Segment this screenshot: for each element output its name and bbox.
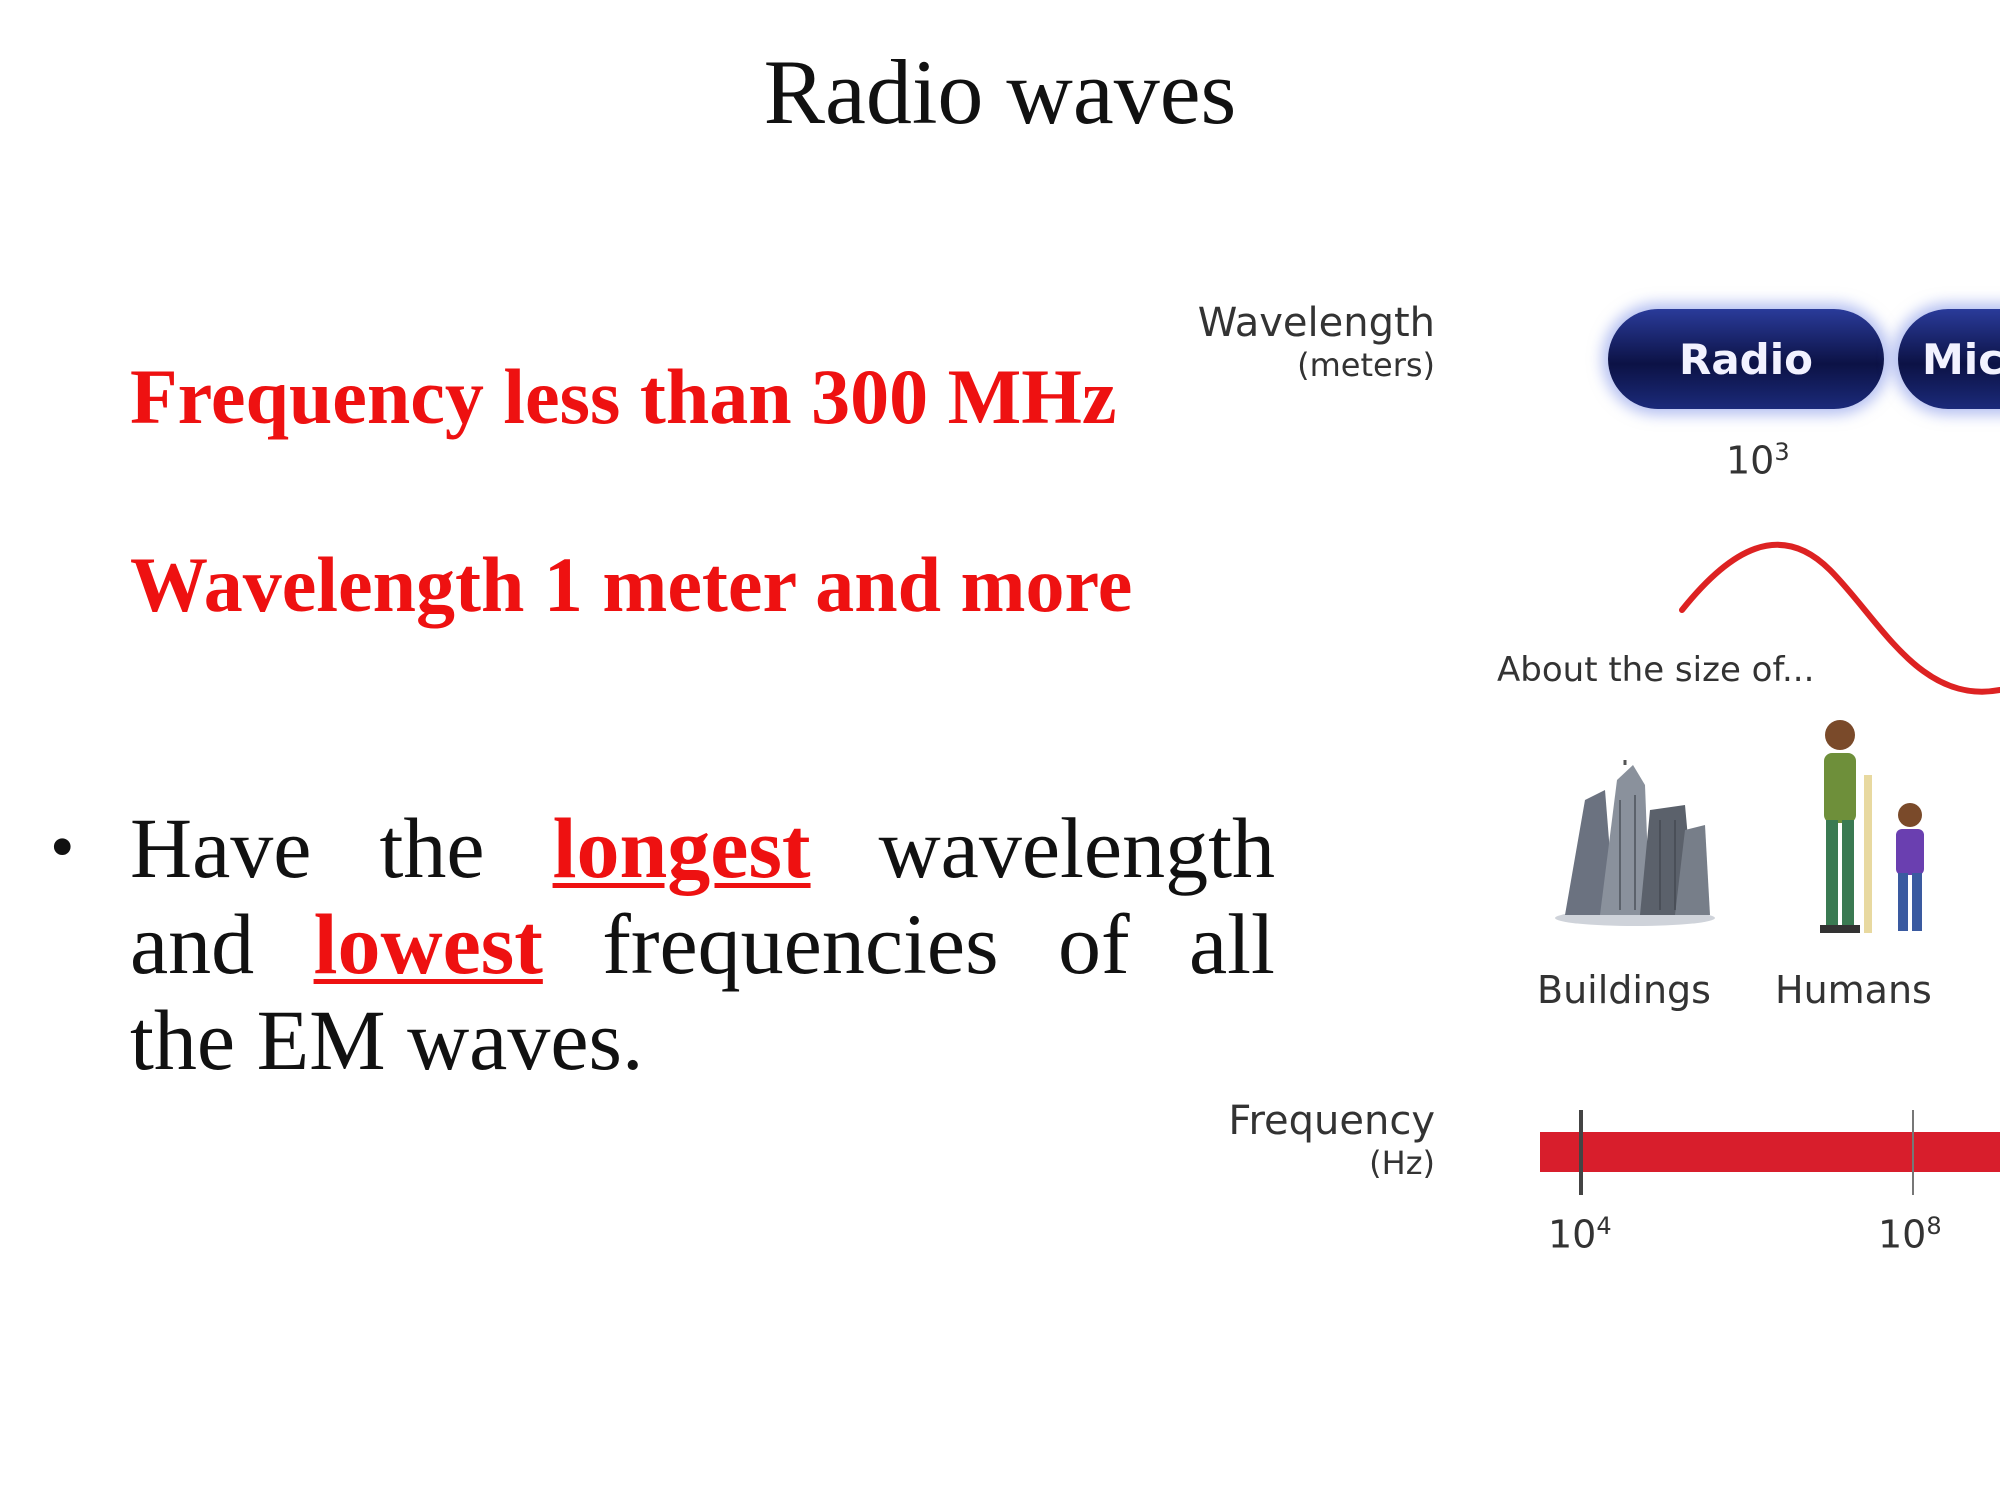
emphasis-longest: longest [552, 800, 811, 896]
word: Have [130, 800, 312, 896]
frequency-bar [1540, 1110, 2000, 1195]
frequency-tick: 104 [1548, 1212, 1612, 1257]
tick-base: 10 [1726, 438, 1775, 483]
band-radio: Radio [1608, 309, 1884, 409]
slide-title: Radio waves [763, 41, 1237, 143]
wavelength-label-text: Wavelength [1197, 300, 1435, 346]
size-comparison-label: About the size of... [1497, 650, 1815, 690]
humans-icon [1820, 720, 1924, 933]
tick-exponent: 3 [1774, 438, 1790, 466]
bullet-text: Have the longest wavelength and lowest f… [130, 800, 1275, 1088]
caption-buildings: Buildings [1537, 968, 1711, 1012]
frequency-unit-text: (Hz) [1369, 1144, 1435, 1182]
word: of [1057, 896, 1130, 992]
bullet-line-1: Have the longest wavelength [130, 800, 1275, 896]
bullet-line-3: the EM waves. [130, 992, 1275, 1088]
bullet-line-2: and lowest frequencies of all [130, 896, 1275, 992]
tick-base: 10 [1878, 1212, 1927, 1257]
wave-curve-icon [1679, 541, 2000, 695]
caption-humans: Humans [1775, 968, 1932, 1012]
word: and [130, 896, 255, 992]
word: frequencies [602, 896, 999, 992]
emphasis-lowest: lowest [313, 896, 543, 992]
frequency-label-text: Frequency [1228, 1098, 1435, 1144]
wavelength-axis-label: Wavelength (meters) [1180, 300, 1435, 384]
buildings-icon [1555, 760, 1715, 926]
word: the EM waves. [130, 992, 644, 1088]
bullet-dot-icon: • [50, 809, 75, 886]
frequency-axis-label: Frequency (Hz) [1180, 1098, 1435, 1182]
wavelength-unit-text: (meters) [1297, 346, 1435, 384]
wavelength-tick: 103 [1726, 438, 1790, 483]
frequency-fact: Frequency less than 300 MHz [130, 353, 1117, 440]
word: the [379, 800, 485, 896]
tick-exponent: 8 [1926, 1212, 1942, 1240]
wave-path [1679, 541, 2000, 695]
wavelength-fact: Wavelength 1 meter and more [130, 541, 1133, 628]
band-microwave: Mic [1898, 309, 2000, 409]
tick-exponent: 4 [1596, 1212, 1612, 1240]
tick-base: 10 [1548, 1212, 1597, 1257]
frequency-bar-fill [1540, 1132, 2000, 1172]
frequency-tick: 108 [1878, 1212, 1942, 1257]
word: all [1188, 896, 1275, 992]
word: wavelength [878, 800, 1275, 896]
